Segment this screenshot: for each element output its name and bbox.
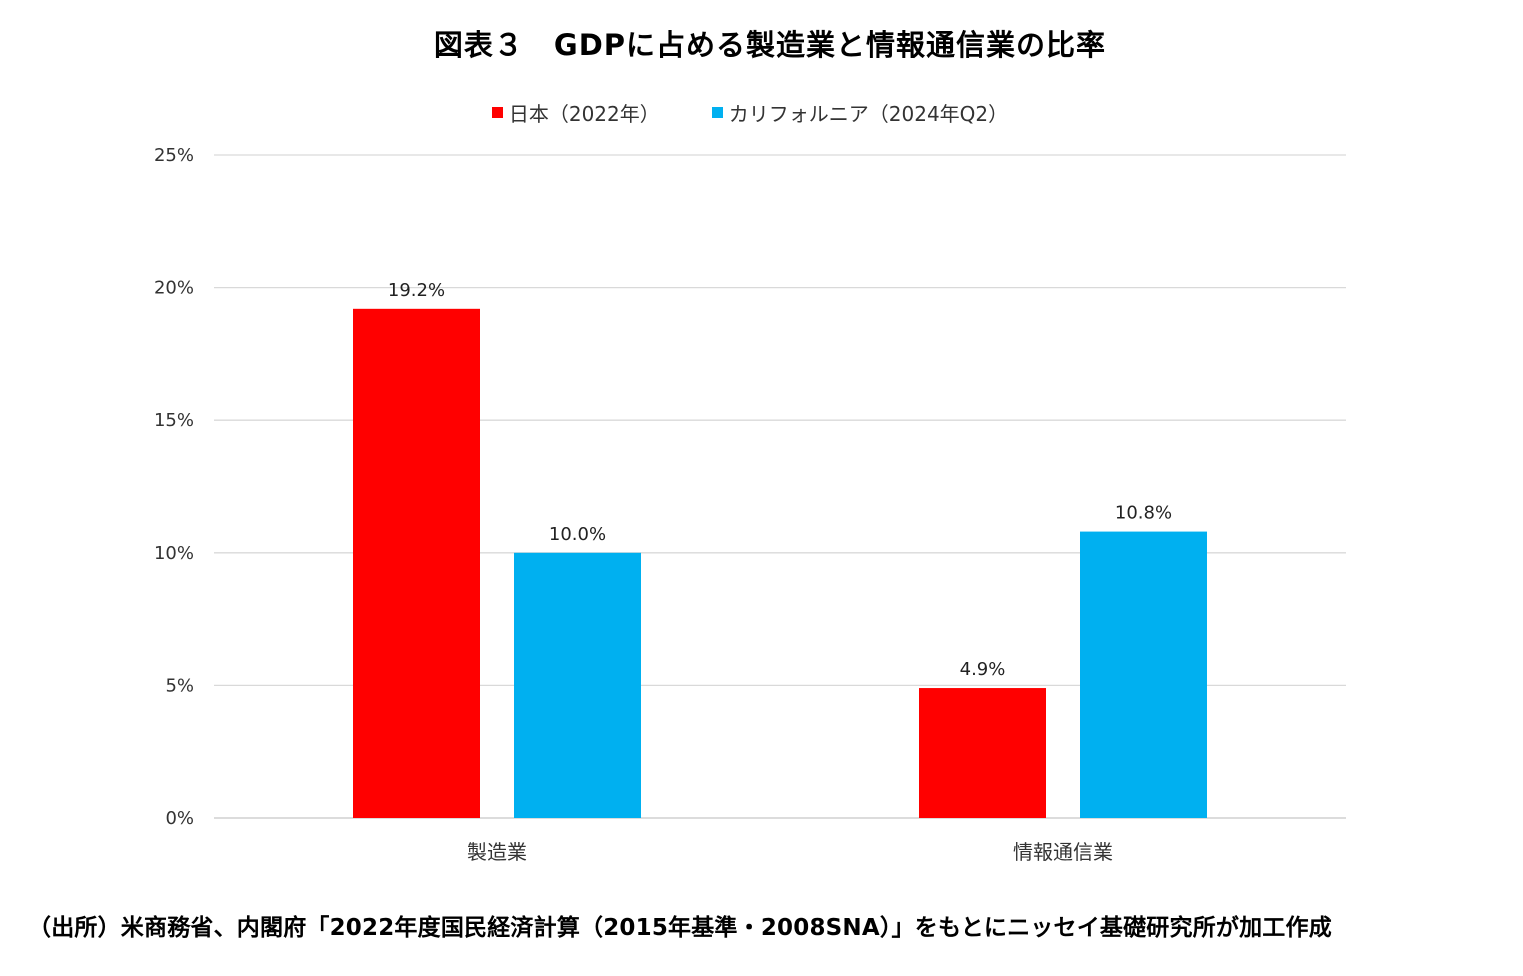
data-label: 10.8% [1115,503,1172,524]
legend-label-japan: 日本（2022年） [508,102,660,126]
y-tick-label: 15% [154,410,194,431]
y-tick-label: 0% [165,808,194,829]
x-axis-categories: 製造業 情報通信業 [467,840,1113,864]
data-label: 4.9% [960,659,1006,680]
bar-japan-ict [919,688,1046,818]
legend-item-california: カリフォルニア（2024年Q2） [711,98,1009,127]
legend-swatch-japan [491,107,503,118]
bar-chart: 0% 5% 10% 15% 20% 25% 19.2% 10.0% 4.9% 10.8% 製造業… [154,145,1346,864]
x-category-label: 情報通信業 [1013,840,1113,864]
data-labels: 19.2% 10.0% 4.9% 10.8% [388,280,1172,680]
legend-swatch-california [711,107,723,118]
source-note: （出所）米商務省、内閣府「2022年度国民経済計算（2015年基準・2008SN… [28,915,1332,941]
y-tick-label: 25% [154,145,194,166]
bars [353,308,1207,818]
y-axis-ticks: 0% 5% 10% 15% 20% 25% [154,145,194,829]
y-tick-label: 10% [154,543,194,564]
bar-california-manufacturing [514,552,641,818]
chart-title: 図表３ GDPに占める製造業と情報通信業の比率 [433,28,1107,62]
bar-japan-manufacturing [353,308,480,818]
x-category-label: 製造業 [467,840,527,864]
legend-item-japan: 日本（2022年） [491,98,660,127]
y-tick-label: 20% [154,278,194,299]
bar-california-ict [1080,531,1207,818]
y-tick-label: 5% [165,675,194,696]
data-label: 10.0% [549,524,606,545]
data-label: 19.2% [388,280,445,301]
legend-label-california: カリフォルニア（2024年Q2） [728,102,1009,126]
chart-legend: 日本（2022年） カリフォルニア（2024年Q2） [0,98,1500,127]
